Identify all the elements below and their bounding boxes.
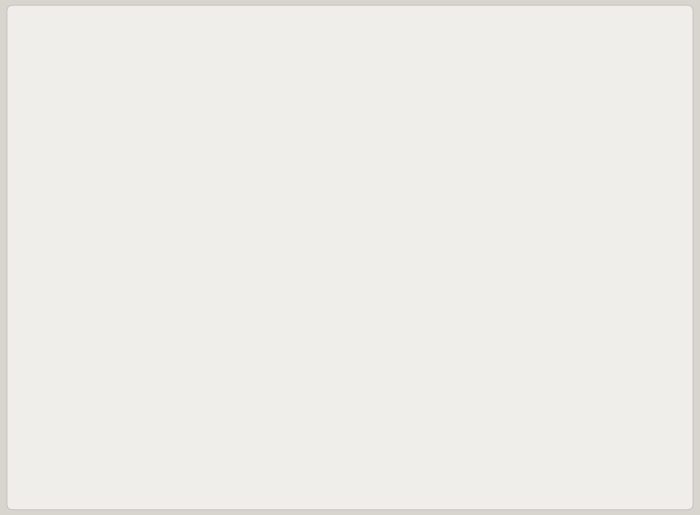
Text: σ2p: σ2p: [56, 158, 80, 171]
Text: a. C₂²⁺: a. C₂²⁺: [76, 372, 117, 385]
Text: The following valence molecular orbital energy level diagram is appropriate for : The following valence molecular orbital …: [20, 18, 680, 31]
Text: π2p: π2p: [56, 210, 79, 223]
Text: c. B₂²⁺: c. B₂²⁺: [76, 428, 116, 442]
Text: σ*2p: σ*2p: [56, 68, 86, 81]
Text: σ*2s: σ*2s: [56, 261, 85, 274]
Text: π*2p: π*2p: [56, 109, 85, 123]
Text: d. O₂²⁺: d. O₂²⁺: [76, 457, 118, 470]
Text: e. F₂²⁺: e. F₂²⁺: [76, 485, 115, 499]
Text: σ2s: σ2s: [56, 315, 78, 329]
Text: b. N₂²⁺: b. N₂²⁺: [76, 400, 118, 414]
